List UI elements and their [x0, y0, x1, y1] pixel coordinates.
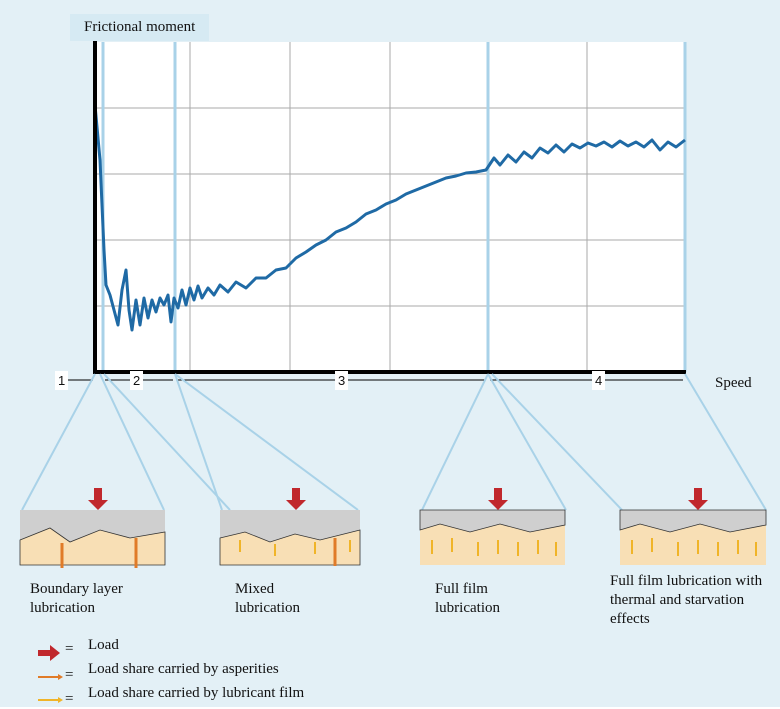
y-axis-label: Frictional moment [70, 14, 210, 41]
region-label: 4 [592, 371, 606, 390]
region-label: 3 [335, 371, 349, 390]
contact-panels [19, 488, 767, 568]
legend-symbol: = [65, 691, 74, 707]
legend-symbol: = [65, 641, 74, 657]
panel-label: Full film lubrication with thermal and s… [610, 573, 763, 627]
region-label: 2 [130, 371, 144, 390]
region-label: 1 [55, 371, 69, 390]
panel-label: Boundary layer lubrication [30, 581, 123, 616]
friction-curve [93, 104, 686, 332]
legend-label: Load [88, 637, 119, 653]
panel-label: Full film lubrication [435, 581, 500, 616]
axes [93, 40, 686, 374]
x-axis-label: Speed [715, 375, 752, 391]
legend-label: Load share carried by asperities [88, 661, 279, 677]
legend-symbol: = [65, 667, 74, 683]
grid [95, 42, 685, 372]
legend-label: Load share carried by lubricant film [88, 685, 305, 701]
fan-lines [21, 373, 767, 511]
panel-label: Mixed lubrication [235, 581, 300, 616]
legend-symbols [38, 645, 63, 703]
